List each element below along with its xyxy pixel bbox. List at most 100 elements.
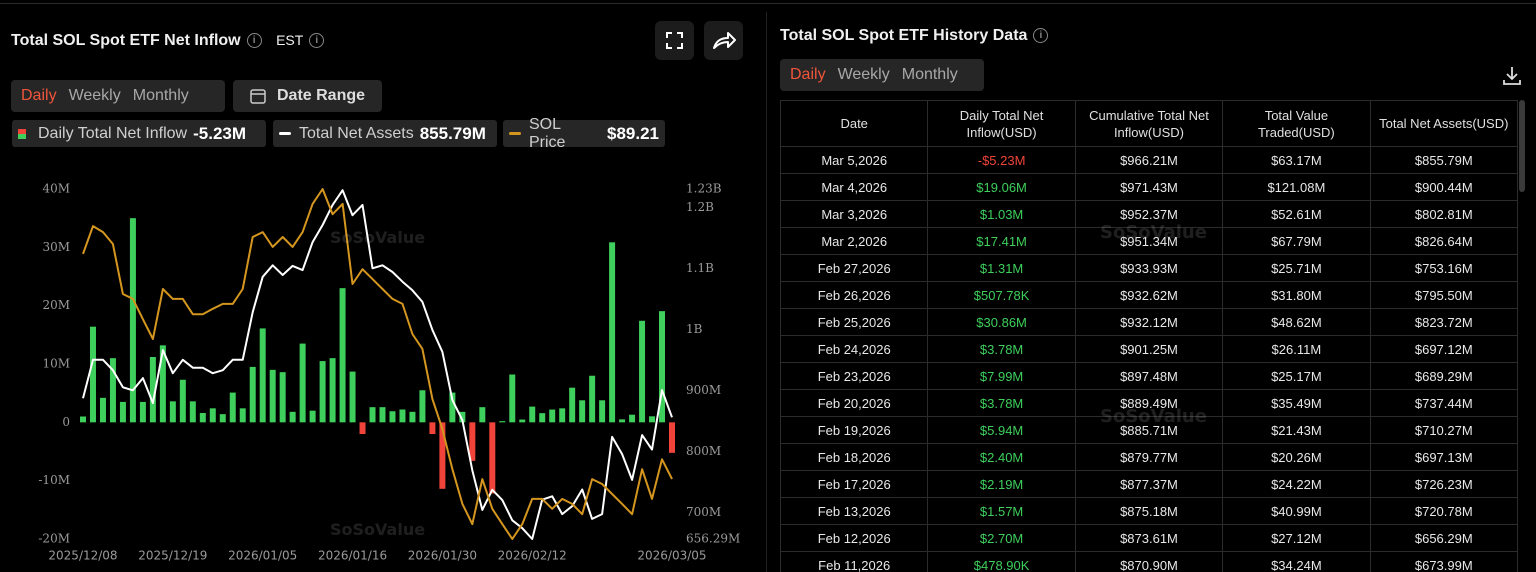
info-icon[interactable]: i bbox=[246, 33, 262, 49]
bar bbox=[89, 326, 96, 423]
tab[interactable]: Daily bbox=[790, 66, 826, 83]
table-cell: $966.21M bbox=[1074, 146, 1224, 174]
bar bbox=[239, 408, 246, 423]
table-cell: $933.93M bbox=[1074, 254, 1224, 282]
table-cell: $21.43M bbox=[1222, 416, 1371, 444]
date-range-button[interactable]: Date Range bbox=[233, 80, 382, 112]
column-header: Date bbox=[780, 100, 929, 147]
legend-label: Total Net Assets bbox=[299, 124, 414, 142]
table-cell: $3.78M bbox=[927, 335, 1076, 363]
y2-tick-label: 1.1B bbox=[686, 261, 714, 275]
tab[interactable]: Weekly bbox=[68, 87, 121, 104]
bar bbox=[459, 411, 466, 423]
bar bbox=[489, 422, 496, 494]
table-cell: $30.86M bbox=[927, 308, 1076, 336]
bar bbox=[499, 421, 506, 423]
bar bbox=[649, 416, 656, 423]
bar bbox=[469, 422, 476, 461]
chart-title: Total SOL Spot ETF Net Inflow bbox=[11, 32, 241, 49]
table-cell: Mar 4,2026 bbox=[780, 173, 929, 201]
table-cell: Feb 26,2026 bbox=[780, 281, 929, 309]
bar bbox=[419, 390, 426, 423]
table-cell: Feb 11,2026 bbox=[780, 551, 929, 572]
table-cell: $2.40M bbox=[927, 443, 1076, 471]
table-cell: Feb 12,2026 bbox=[780, 524, 929, 552]
bar bbox=[319, 361, 326, 423]
timezone[interactable]: EST bbox=[276, 32, 304, 48]
table-cell: $697.12M bbox=[1369, 335, 1518, 363]
fullscreen-button[interactable] bbox=[655, 21, 694, 60]
bar bbox=[199, 413, 206, 423]
bar bbox=[409, 411, 416, 423]
bar bbox=[669, 422, 675, 453]
table-cell: $673.99M bbox=[1369, 551, 1518, 572]
y-tick-label: 10M bbox=[42, 357, 70, 371]
scrollbar[interactable] bbox=[1519, 100, 1525, 192]
table-cell: $879.77M bbox=[1074, 443, 1224, 471]
table-cell: $507.78K bbox=[927, 281, 1076, 309]
table-row: Feb 24,2026 $3.78M $901.25M $26.11M $697.12M bbox=[780, 335, 1518, 363]
table-cell: Feb 13,2026 bbox=[780, 497, 929, 525]
table-cell: Feb 27,2026 bbox=[780, 254, 929, 282]
table-cell: $34.24M bbox=[1222, 551, 1371, 572]
table-cell: $656.29M bbox=[1369, 524, 1518, 552]
table-cell: $31.80M bbox=[1222, 281, 1371, 309]
bar bbox=[219, 414, 226, 423]
table-cell: $802.81M bbox=[1369, 200, 1518, 228]
bar bbox=[569, 387, 576, 423]
column-header: Total Net Assets(USD) bbox=[1369, 100, 1518, 147]
bar bbox=[289, 411, 296, 423]
table-cell: $40.99M bbox=[1222, 497, 1371, 525]
tab[interactable]: Monthly bbox=[132, 87, 189, 104]
tab[interactable]: Monthly bbox=[901, 66, 958, 83]
fullscreen-icon bbox=[666, 32, 683, 49]
legend-item[interactable]: Total Net Assets 855.79M bbox=[273, 120, 497, 147]
table-cell: -$5.23M bbox=[927, 146, 1076, 174]
legend-item[interactable]: Daily Total Net Inflow -5.23M bbox=[12, 120, 266, 147]
table-cell: $478.90K bbox=[927, 551, 1076, 572]
table-cell: $26.11M bbox=[1222, 335, 1371, 363]
table-cell: $932.12M bbox=[1074, 308, 1224, 336]
bar bbox=[369, 407, 376, 423]
bar bbox=[589, 375, 596, 423]
table-row: Feb 13,2026 $1.57M $875.18M $40.99M $720.78M bbox=[780, 497, 1518, 525]
table-row: Mar 3,2026 $1.03M $952.37M $52.61M $802.81M bbox=[780, 200, 1518, 228]
line-series bbox=[82, 189, 673, 540]
table-cell: $35.49M bbox=[1222, 389, 1371, 417]
table-row: Feb 23,2026 $7.99M $897.48M $25.17M $689.29M bbox=[780, 362, 1518, 390]
table-cell: $2.70M bbox=[927, 524, 1076, 552]
period-tabs: Daily Weekly Monthly bbox=[11, 80, 225, 112]
tab[interactable]: Weekly bbox=[837, 66, 890, 83]
info-icon[interactable]: i bbox=[309, 33, 325, 49]
y2-tick-label: 656.29M bbox=[686, 532, 740, 546]
bar bbox=[179, 379, 186, 423]
legend-item[interactable]: SOL Price $89.21 bbox=[503, 116, 665, 151]
info-icon[interactable]: i bbox=[1033, 28, 1049, 44]
table-cell: $720.78M bbox=[1369, 497, 1518, 525]
table-cell: $889.49M bbox=[1074, 389, 1224, 417]
table-cell: $17.41M bbox=[927, 227, 1076, 255]
table-cell: $737.44M bbox=[1369, 389, 1518, 417]
share-button[interactable] bbox=[704, 21, 743, 60]
table-cell: $823.72M bbox=[1369, 308, 1518, 336]
table-cell: Feb 18,2026 bbox=[780, 443, 929, 471]
chart: 40M 30M 20M 10M 0 -10M -20M 1.23B 1.2B 1.1B 1B 900M… bbox=[38, 182, 740, 563]
download-button[interactable] bbox=[1500, 64, 1524, 88]
bar bbox=[249, 366, 256, 423]
bar bbox=[139, 401, 146, 423]
tab[interactable]: Daily bbox=[21, 87, 57, 104]
table-row: Feb 26,2026 $507.78K $932.62M $31.80M $795.5… bbox=[780, 281, 1518, 309]
column-header: Daily Total Net Inflow(USD) bbox=[927, 100, 1076, 147]
bar bbox=[209, 408, 216, 423]
table-header: Total SOL Spot ETF History Data i bbox=[780, 27, 1049, 45]
table-cell: $3.78M bbox=[927, 389, 1076, 417]
bar bbox=[439, 422, 446, 489]
table-cell: Feb 24,2026 bbox=[780, 335, 929, 363]
bar bbox=[329, 358, 336, 423]
table-cell: Feb 23,2026 bbox=[780, 362, 929, 390]
bar bbox=[349, 371, 356, 423]
y2-tick-label: 900M bbox=[686, 383, 721, 397]
table-row: Feb 25,2026 $30.86M $932.12M $48.62M $823.72… bbox=[780, 308, 1518, 336]
bar bbox=[299, 343, 306, 423]
